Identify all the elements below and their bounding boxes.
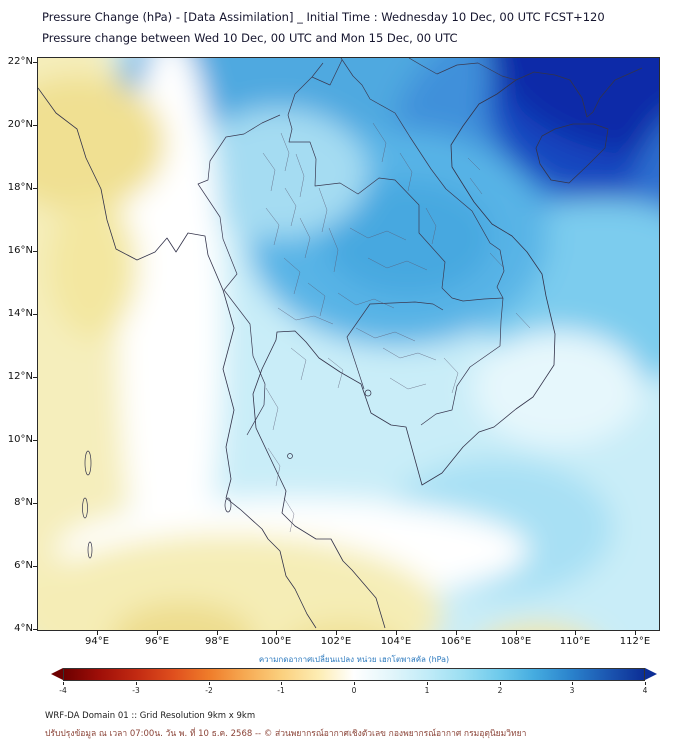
page-subtitle: Pressure change between Wed 10 Dec, 00 U… — [42, 31, 458, 45]
lon-tick-label: 94°E — [84, 636, 110, 647]
lon-tick-label: 110°E — [559, 636, 591, 647]
colorbar-tick-label: 0 — [351, 686, 357, 695]
province-borders — [262, 122, 531, 533]
colorbar-left-arrow — [51, 668, 63, 680]
colorbar-tick-label: 1 — [424, 686, 430, 695]
lat-tick-label: 12°N — [7, 371, 33, 382]
colorbar-tick-label: -4 — [59, 686, 67, 695]
colorbar-tick-label: -1 — [277, 686, 285, 695]
lat-tick — [33, 188, 37, 189]
lat-tick-label: 6°N — [14, 560, 33, 571]
lat-tick-label: 16°N — [7, 245, 33, 256]
colorbar-tick — [281, 682, 282, 685]
lat-tick — [33, 125, 37, 126]
lon-tick-label: 108°E — [500, 636, 532, 647]
colorbar-tick — [572, 682, 573, 685]
colorbar-tick — [645, 682, 646, 685]
lon-tick-label: 106°E — [440, 636, 472, 647]
lon-tick — [336, 631, 337, 635]
lon-tick — [276, 631, 277, 635]
lon-tick-label: 102°E — [320, 636, 352, 647]
colorbar-tick — [427, 682, 428, 685]
lat-tick — [33, 629, 37, 630]
lat-tick — [33, 440, 37, 441]
colorbar-tick — [209, 682, 210, 685]
lat-tick-label: 4°N — [14, 623, 33, 634]
colorbar-gradient — [63, 668, 645, 681]
pressure-map — [38, 58, 659, 630]
colorbar-tick — [136, 682, 137, 685]
country-borders — [197, 58, 517, 436]
lon-tick — [396, 631, 397, 635]
lat-tick — [33, 503, 37, 504]
islands — [82, 389, 372, 559]
lat-tick-label: 22°N — [7, 56, 33, 67]
colorbar-title: ความกดอากาศเปลี่ยนแปลง หน่วย เฮกโตพาสคัล… — [258, 655, 450, 664]
domain-info: WRF-DA Domain 01 :: Grid Resolution 9km … — [45, 711, 256, 721]
coastline — [38, 67, 643, 629]
lat-tick-label: 8°N — [14, 497, 33, 508]
lat-tick — [33, 251, 37, 252]
colorbar-tick — [63, 682, 64, 685]
lon-tick — [456, 631, 457, 635]
lon-tick-label: 100°E — [260, 636, 292, 647]
lat-tick-label: 14°N — [7, 308, 33, 319]
colorbar-tick-label: -2 — [205, 686, 213, 695]
lat-tick — [33, 377, 37, 378]
pressure-field — [38, 58, 659, 630]
colorbar-right-arrow — [645, 668, 657, 680]
lon-tick — [635, 631, 636, 635]
lat-tick — [33, 314, 37, 315]
lat-tick — [33, 62, 37, 63]
lat-tick-label: 18°N — [7, 182, 33, 193]
page-title: Pressure Change (hPa) - [Data Assimilati… — [42, 10, 605, 24]
colorbar-tick-label: 4 — [642, 686, 648, 695]
update-credit-info: ปรับปรุงข้อมูล ณ เวลา 07:00น. วัน พ. ที่… — [45, 729, 527, 739]
lat-tick-label: 10°N — [7, 434, 33, 445]
colorbar-tick-label: 3 — [569, 686, 575, 695]
lon-tick — [516, 631, 517, 635]
lon-tick — [575, 631, 576, 635]
lon-tick — [97, 631, 98, 635]
lon-tick-label: 96°E — [144, 636, 170, 647]
map-panel — [37, 57, 660, 631]
lon-tick — [157, 631, 158, 635]
lon-tick-label: 104°E — [380, 636, 412, 647]
colorbar-tick-label: -3 — [132, 686, 140, 695]
lat-tick-label: 20°N — [7, 119, 33, 130]
lat-tick — [33, 566, 37, 567]
colorbar-tick — [354, 682, 355, 685]
colorbar — [51, 668, 657, 681]
colorbar-tick — [500, 682, 501, 685]
lon-tick-label: 112°E — [619, 636, 651, 647]
lon-tick-label: 98°E — [204, 636, 230, 647]
colorbar-tick-label: 2 — [497, 686, 503, 695]
lon-tick — [217, 631, 218, 635]
